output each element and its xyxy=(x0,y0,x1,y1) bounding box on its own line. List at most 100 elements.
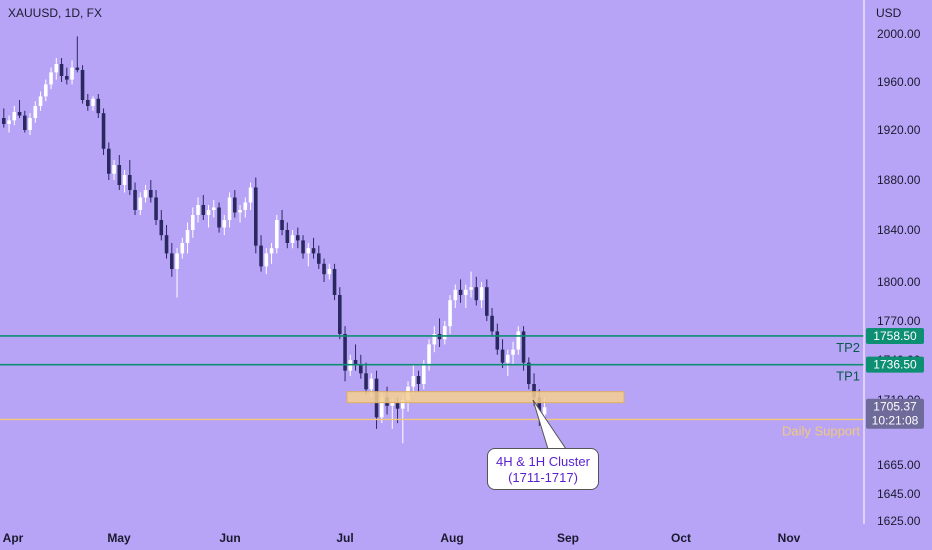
candle-body xyxy=(191,215,195,230)
candle-body xyxy=(542,407,547,415)
x-tick-label: Aug xyxy=(440,531,463,545)
badge-price-text: 1758.50 xyxy=(873,329,917,343)
symbol-title: XAUUSD, 1D, FX xyxy=(8,6,103,20)
candle-body xyxy=(443,326,447,340)
candle-body xyxy=(54,64,59,73)
candle-body xyxy=(28,118,32,130)
candle-body xyxy=(70,67,74,80)
candle-body xyxy=(401,400,405,409)
candle-body xyxy=(343,334,347,371)
y-tick-label: 1800.00 xyxy=(877,275,921,289)
x-tick-label: Apr xyxy=(3,531,24,545)
candle-body xyxy=(359,365,363,374)
candle-body xyxy=(537,397,542,415)
tp-label: TP1 xyxy=(836,369,860,384)
candle-body xyxy=(80,70,85,100)
candle-body xyxy=(306,248,311,254)
callout-pointer xyxy=(532,399,567,450)
price-axis[interactable]: 2000.00 1960.00 1920.00 1880.00 1840.00 1800.… xyxy=(877,27,921,528)
y-tick-label: 1880.00 xyxy=(877,173,921,187)
candle-body xyxy=(164,235,169,254)
candle-body xyxy=(485,287,489,316)
candlestick-series xyxy=(2,36,547,444)
callout-line-2: (1711-1717) xyxy=(508,470,578,485)
tp-label: TP2 xyxy=(836,340,860,355)
x-tick-label: Nov xyxy=(778,531,801,545)
candle-body xyxy=(180,243,185,254)
tp-price-badge xyxy=(866,356,924,373)
candle-body xyxy=(227,197,232,220)
candle-body xyxy=(101,113,106,149)
y-tick-label: 1770.00 xyxy=(877,314,921,328)
candle-body xyxy=(527,362,531,384)
y-tick-label: 1625.00 xyxy=(877,514,921,528)
candle-body xyxy=(86,100,90,106)
candle-body xyxy=(380,397,384,418)
candle-body xyxy=(138,197,143,210)
candle-body xyxy=(280,220,284,230)
candle-body xyxy=(212,207,216,210)
candle-body xyxy=(495,331,500,350)
candle-body xyxy=(275,220,279,249)
candle-body xyxy=(217,207,221,228)
candle-body xyxy=(448,300,452,327)
support-label: Daily Support xyxy=(782,423,860,438)
candle-body xyxy=(12,112,17,121)
y-tick-label: 1840.00 xyxy=(877,223,921,237)
candle-body xyxy=(17,112,22,116)
x-tick-label: Jun xyxy=(219,531,240,545)
y-tick-label: 1960.00 xyxy=(877,75,921,89)
callout-line-1: 4H & 1H Cluster xyxy=(496,454,590,469)
cluster-zone xyxy=(346,391,625,404)
candle-body xyxy=(44,84,48,97)
candle-body xyxy=(500,349,505,363)
x-tick-label: Jul xyxy=(336,531,353,545)
candle-body xyxy=(416,376,421,384)
candle-body xyxy=(206,210,211,215)
candle-body xyxy=(332,269,337,295)
candle-body xyxy=(259,245,263,267)
candle-body xyxy=(122,175,127,185)
x-tick-label: Sep xyxy=(557,531,579,545)
candle-body xyxy=(143,190,148,198)
candle-body xyxy=(453,289,458,301)
candle-body xyxy=(33,106,38,118)
candle-body xyxy=(364,373,368,390)
candle-body xyxy=(369,378,374,390)
candle-body xyxy=(59,64,64,76)
candle-body xyxy=(49,72,53,85)
candle-body xyxy=(196,205,200,215)
candle-body xyxy=(479,287,484,301)
candle-body xyxy=(469,287,473,290)
candle-body xyxy=(75,67,80,70)
x-tick-label: Oct xyxy=(671,531,691,545)
candle-body xyxy=(532,384,536,398)
candle-body xyxy=(427,344,431,366)
y-tick-label: 1645.00 xyxy=(877,487,921,501)
candle-body xyxy=(296,235,300,241)
candle-body xyxy=(112,165,116,174)
candle-body xyxy=(353,360,358,366)
candle-body xyxy=(38,96,43,106)
candle-body xyxy=(322,263,326,275)
candle-body xyxy=(285,230,290,243)
candle-body xyxy=(175,253,179,269)
candle-body xyxy=(269,248,274,254)
x-tick-label: May xyxy=(107,531,131,545)
candle-body xyxy=(2,118,6,124)
y-tick-label: 1665.00 xyxy=(877,458,921,472)
candle-body xyxy=(243,202,248,210)
current-price-badge xyxy=(866,398,924,429)
candle-body xyxy=(248,187,253,203)
candle-body xyxy=(490,315,494,332)
candle-body xyxy=(170,253,174,269)
candle-body xyxy=(338,295,342,334)
candle-body xyxy=(264,253,269,267)
current-price-countdown: 10:21:08 xyxy=(872,414,919,428)
time-axis[interactable]: Apr May Jun Jul Aug Sep Oct Nov xyxy=(3,531,801,545)
candle-body xyxy=(411,376,416,387)
candle-body xyxy=(422,365,426,384)
candle-body xyxy=(290,235,295,243)
